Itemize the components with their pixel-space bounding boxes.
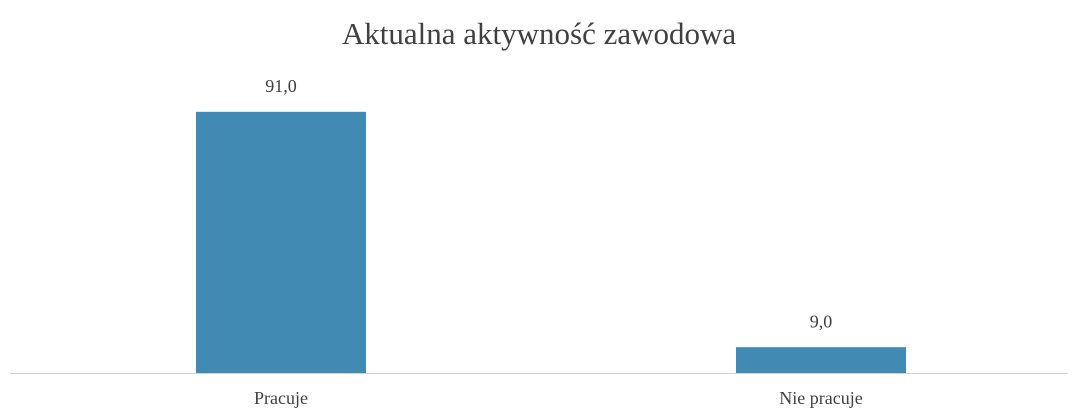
bar — [736, 347, 906, 373]
chart-title: Aktualna aktywność zawodowa — [342, 16, 737, 51]
data-label: 9,0 — [810, 311, 833, 331]
bar — [196, 111, 366, 373]
x-tick-label: Nie pracuje — [779, 388, 862, 408]
data-label: 91,0 — [265, 76, 297, 96]
x-tick-label: Pracuje — [254, 388, 308, 408]
